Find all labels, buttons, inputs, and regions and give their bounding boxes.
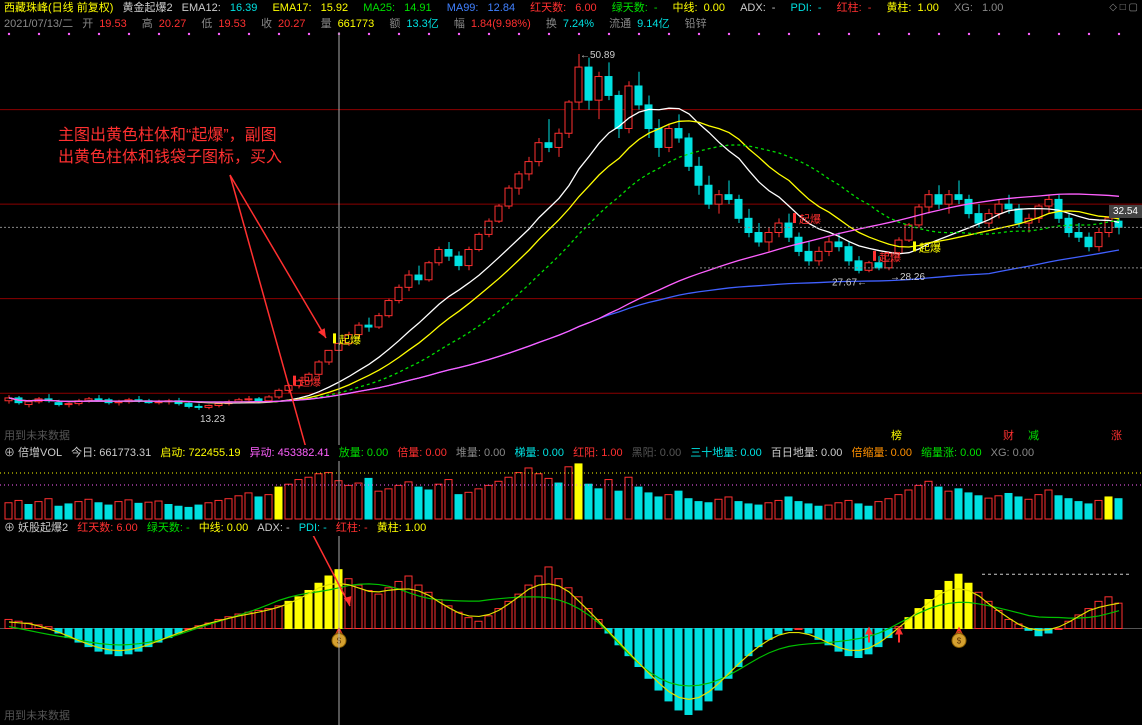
- main-chart-pane[interactable]: 13.23←50.8927.67←→28.26起爆起爆起爆起爆起爆 用到未来数据…: [0, 0, 1142, 446]
- float: 流通9.14亿: [609, 18, 675, 30]
- midline: 中线:0.00: [673, 2, 735, 14]
- svg-text:起爆: 起爆: [879, 250, 901, 264]
- ema17-label: EMA17: 15.92: [272, 2, 354, 14]
- annotation-text: 主图出黄色柱体和“起爆”，副图 出黄色柱体和钱袋子图标，买入: [58, 125, 282, 169]
- close: 收20.27: [261, 18, 312, 30]
- watermark-sub: 用到未来数据: [4, 707, 70, 723]
- price-axis-label: 32.54: [1109, 205, 1142, 218]
- ma25-label: MA25: 14.91: [363, 2, 437, 14]
- amount: 额13.3亿: [389, 18, 444, 30]
- yellow-bar: 黄柱:1.00: [886, 2, 948, 14]
- svg-text:起爆: 起爆: [339, 332, 361, 346]
- low: 低19.53: [201, 18, 252, 30]
- change: 幅1.84(9.98%): [454, 18, 537, 30]
- svg-text:起爆: 起爆: [299, 375, 321, 389]
- turnover: 换7.24%: [546, 18, 600, 30]
- svg-text:$: $: [957, 637, 962, 646]
- adx: ADX:-: [740, 2, 784, 14]
- green-days: 绿天数:-: [612, 2, 667, 14]
- sub-header: ⊕ 妖股起爆2 红天数: 6.00 绿天数: - 中线: 0.00 ADX: -…: [0, 520, 1142, 536]
- ma99-label: MA99: 12.84: [447, 2, 521, 14]
- volume-header: ⊕ 倍增VOL 今日: 661773.31 启动: 722455.19 异动: …: [0, 445, 1142, 461]
- main-bottom-legend: 财减榜涨: [0, 429, 1142, 443]
- svg-text:起爆: 起爆: [799, 212, 821, 226]
- date: 2021/07/13/二: [4, 18, 73, 30]
- svg-text:13.23: 13.23: [200, 414, 225, 425]
- sector: 铅锌: [685, 18, 707, 30]
- red-days: 红天数: 6.00: [530, 2, 603, 14]
- svg-text:←50.89: ←50.89: [580, 50, 615, 61]
- pane-controls[interactable]: ◇ □ ▢: [1109, 2, 1138, 13]
- svg-text:→28.26: →28.26: [890, 272, 925, 283]
- watermark-main: 用到未来数据: [4, 427, 70, 443]
- stock-name[interactable]: 西藏珠峰(日线 前复权): [4, 2, 113, 14]
- volume: 量661773: [321, 18, 381, 30]
- main-indicator-header: 西藏珠峰(日线 前复权) 黄金起爆2 EMA12: 16.39 EMA17: 1…: [0, 0, 1142, 16]
- sub-indicator-pane[interactable]: ⊕ 妖股起爆2 红天数: 6.00 绿天数: - 中线: 0.00 ADX: -…: [0, 520, 1142, 725]
- indicator-name: 黄金起爆2: [122, 2, 172, 14]
- ema12-label: EMA12: 16.39: [182, 2, 264, 14]
- svg-text:起爆: 起爆: [919, 240, 941, 254]
- open: 开19.53: [82, 18, 133, 30]
- volume-pane[interactable]: ⊕ 倍增VOL 今日: 661773.31 启动: 722455.19 异动: …: [0, 445, 1142, 521]
- svg-text:27.67←: 27.67←: [832, 277, 867, 288]
- xg: XG: 1.00: [954, 2, 1009, 14]
- pdi: PDI:-: [791, 2, 831, 14]
- red-bar: 红柱:-: [837, 2, 881, 14]
- high: 高20.27: [142, 18, 193, 30]
- ohlc-header: 2021/07/13/二 开19.53 高20.27 低19.53 收20.27…: [0, 16, 1142, 32]
